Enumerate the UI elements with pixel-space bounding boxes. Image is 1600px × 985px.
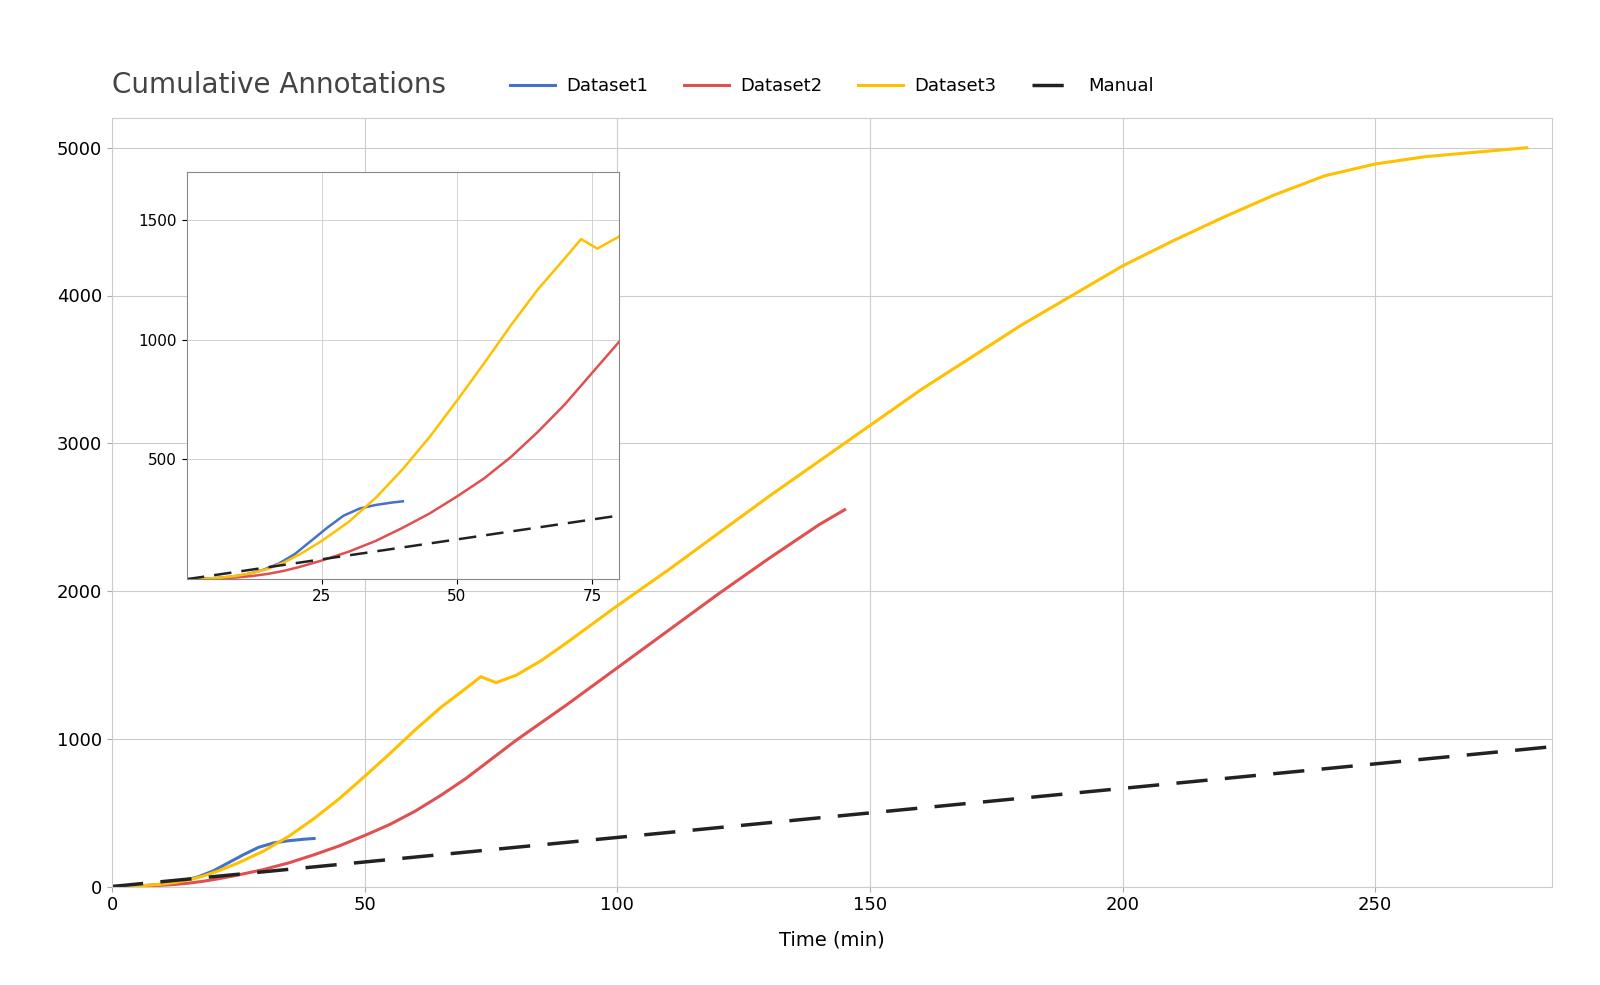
Dataset2 <box>117 881 136 892</box>
Dataset3 <box>531 655 550 667</box>
Dataset3 <box>760 491 779 502</box>
Dataset1 <box>158 878 178 889</box>
Dataset3 <box>1214 211 1234 223</box>
Dataset3 <box>962 352 981 363</box>
Dataset2 <box>430 790 450 802</box>
Dataset2 <box>482 754 501 765</box>
Legend: Dataset1, Dataset2, Dataset3, Manual: Dataset1, Dataset2, Dataset3, Manual <box>502 70 1162 102</box>
Dataset3 <box>330 793 349 805</box>
Dataset3 <box>810 455 829 467</box>
Dataset3 <box>608 600 627 612</box>
Dataset3 <box>117 881 136 892</box>
Dataset3 <box>456 683 475 694</box>
Dataset3 <box>557 637 576 649</box>
Dataset3 <box>1062 290 1082 301</box>
Dataset2 <box>608 662 627 674</box>
Dataset3 <box>910 384 930 396</box>
Dataset3 <box>709 528 728 540</box>
Dataset2 <box>381 819 400 830</box>
Dataset3 <box>147 879 166 890</box>
Dataset3 <box>133 880 152 891</box>
Dataset3 <box>1416 151 1435 163</box>
Dataset2 <box>178 878 197 889</box>
Dataset3 <box>1114 260 1133 272</box>
Dataset3 <box>102 881 122 892</box>
Dataset3 <box>1365 158 1384 169</box>
Dataset2 <box>330 840 349 852</box>
Dataset1 <box>294 833 314 845</box>
Dataset1 <box>102 881 122 892</box>
Dataset1 <box>219 857 238 869</box>
Dataset3 <box>208 865 227 877</box>
Dataset3 <box>1315 169 1334 181</box>
Dataset2 <box>355 829 374 841</box>
Dataset1 <box>250 841 269 853</box>
Dataset2 <box>507 735 526 747</box>
Dataset3 <box>178 875 197 887</box>
Dataset3 <box>430 701 450 713</box>
Dataset3 <box>163 877 182 888</box>
Dataset2 <box>280 857 299 869</box>
Dataset1 <box>128 880 147 891</box>
Dataset1 <box>280 835 299 847</box>
Dataset3 <box>405 724 424 736</box>
Dataset3 <box>355 770 374 782</box>
Dataset2 <box>208 873 227 885</box>
Dataset2 <box>456 772 475 784</box>
X-axis label: Time (min): Time (min) <box>779 931 885 950</box>
Dataset3 <box>1011 319 1030 331</box>
Dataset1 <box>173 875 192 887</box>
Dataset2 <box>709 588 728 600</box>
Dataset2 <box>133 881 152 892</box>
Dataset3 <box>194 871 213 883</box>
Line: Dataset1: Dataset1 <box>112 838 314 886</box>
Dataset3 <box>381 748 400 759</box>
Dataset1 <box>234 849 253 861</box>
Dataset2 <box>163 879 182 890</box>
Dataset2 <box>304 849 323 861</box>
Dataset2 <box>810 518 829 530</box>
Dataset3 <box>861 420 880 431</box>
Dataset1 <box>142 880 162 891</box>
Dataset3 <box>304 813 323 824</box>
Dataset3 <box>486 677 506 689</box>
Dataset2 <box>102 881 122 892</box>
Dataset3 <box>472 671 491 683</box>
Dataset2 <box>835 504 854 516</box>
Dataset1 <box>203 865 222 877</box>
Dataset2 <box>531 717 550 729</box>
Dataset3 <box>229 857 248 869</box>
Dataset2 <box>229 869 248 881</box>
Dataset3 <box>658 564 677 576</box>
Dataset1 <box>304 832 323 844</box>
Dataset2 <box>254 864 274 876</box>
Dataset2 <box>760 553 779 564</box>
Dataset3 <box>254 845 274 857</box>
Dataset2 <box>194 876 213 887</box>
Text: Cumulative Annotations: Cumulative Annotations <box>112 71 446 99</box>
Line: Dataset2: Dataset2 <box>112 510 845 886</box>
Dataset2 <box>557 699 576 711</box>
Dataset2 <box>405 806 424 818</box>
Dataset1 <box>264 837 283 849</box>
Dataset3 <box>507 670 526 682</box>
Dataset1 <box>112 881 131 892</box>
Dataset2 <box>147 880 166 891</box>
Dataset3 <box>280 830 299 842</box>
Dataset1 <box>189 871 208 883</box>
Dataset2 <box>658 625 677 637</box>
Dataset3 <box>1467 146 1486 158</box>
Dataset3 <box>1264 189 1283 201</box>
Line: Dataset3: Dataset3 <box>112 148 1526 886</box>
Dataset3 <box>1517 142 1536 154</box>
Dataset3 <box>1163 234 1182 246</box>
